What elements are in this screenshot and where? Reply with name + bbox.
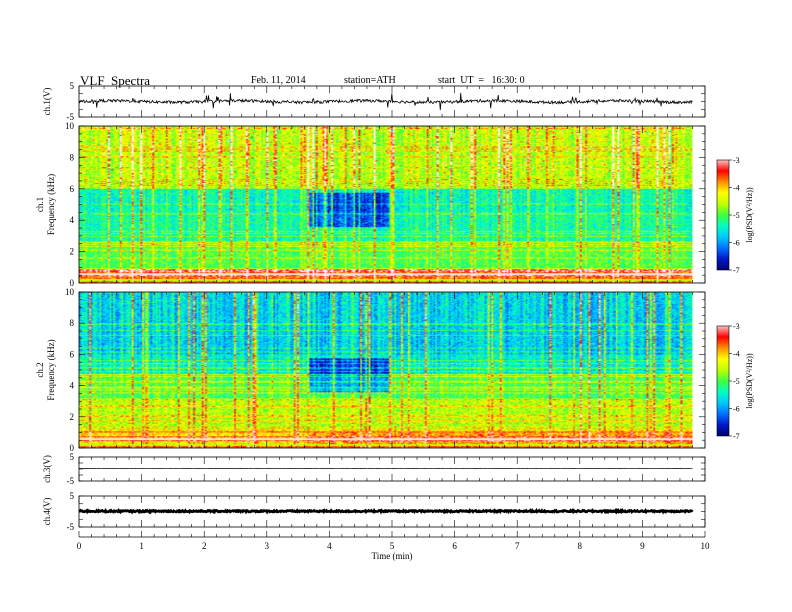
spec2-spectrogram-image (79, 292, 693, 448)
x-tick-label: 1 (139, 541, 144, 551)
ch1-ylabel: ch.1(V) (42, 88, 52, 116)
ch3-ylabel: ch.3(V) (42, 455, 52, 483)
x-tick-label: 2 (202, 541, 207, 551)
spec1-colorbar-tick-label: -7 (733, 266, 740, 275)
x-axis-label: Time (min) (372, 551, 413, 561)
ch1-ytick-label: -5 (67, 112, 75, 122)
spec1-ytick-label: 2 (70, 247, 75, 257)
spec2-ytick-label: 6 (70, 349, 75, 359)
station-label: station=ATH (344, 75, 396, 86)
ch3-ytick-label: 5 (70, 452, 75, 462)
x-tick-label: 9 (640, 541, 645, 551)
spec2-ytick-label: 10 (65, 287, 75, 297)
spec2-colorbar-label: log(PSD(V²/Hz)) (745, 353, 754, 409)
chart-title: VLF Spectra (80, 73, 151, 88)
start-time-label: start UT = 16:30: 0 (438, 75, 525, 86)
spec1-colorbar-label: log(PSD(V²/Hz)) (745, 187, 754, 243)
x-tick-label: 8 (578, 541, 583, 551)
x-tick-label: 5 (390, 541, 395, 551)
spec1-spectrogram-image (79, 126, 693, 283)
spec2-ylabel: Frequency (kHz) (46, 339, 56, 400)
spec1-ylabel: Frequency (kHz) (46, 174, 56, 235)
spec2-ytick-label: 2 (70, 412, 75, 422)
spec2-ylabel: ch.2 (35, 362, 45, 377)
spec2-colorbar-tick-label: -4 (733, 350, 740, 359)
x-tick-label: 10 (701, 541, 711, 551)
spec2-colorbar-tick-label: -3 (733, 322, 740, 331)
spec2-ytick-label: 8 (70, 318, 75, 328)
x-tick-label: 6 (452, 541, 457, 551)
ch4-ylabel: ch.4(V) (42, 498, 52, 526)
spec1-colorbar-tick-label: -3 (733, 156, 740, 165)
spec1-colorbar-tick-label: -4 (733, 184, 740, 193)
spec1-ylabel: ch.1 (35, 197, 45, 212)
ch3-ytick-label: -5 (67, 476, 75, 486)
spec1-ytick-label: 10 (65, 121, 75, 131)
spec1-ytick-label: 8 (70, 152, 75, 162)
x-tick-label: 4 (327, 541, 332, 551)
spec2-colorbar-tick-label: -7 (733, 432, 740, 441)
ch4-ytick-label: -5 (67, 522, 75, 532)
x-tick-label: 7 (515, 541, 520, 551)
date-label: Feb. 11, 2014 (251, 75, 306, 86)
spec2-ytick-label: 0 (70, 443, 75, 453)
ch1-trace (78, 92, 693, 111)
ch4-ytick-label: 5 (70, 491, 75, 501)
spec1-ytick-label: 4 (70, 215, 75, 225)
ch4-trace (78, 507, 694, 515)
spec1-colorbar-tick-label: -6 (733, 239, 740, 248)
spec1-ytick-label: 6 (70, 184, 75, 194)
spec2-colorbar (716, 325, 730, 437)
spec1-ytick-label: 0 (70, 278, 75, 288)
x-tick-label: 3 (265, 541, 270, 551)
spec2-ytick-label: 4 (70, 381, 75, 391)
spec2-colorbar-tick-label: -5 (733, 377, 740, 386)
spec2-colorbar-tick-label: -6 (733, 405, 740, 414)
x-tick-label: 0 (77, 541, 82, 551)
ch1-ytick-label: 5 (70, 81, 75, 91)
spec1-colorbar (716, 159, 730, 271)
spec1-colorbar-tick-label: -5 (733, 211, 740, 220)
